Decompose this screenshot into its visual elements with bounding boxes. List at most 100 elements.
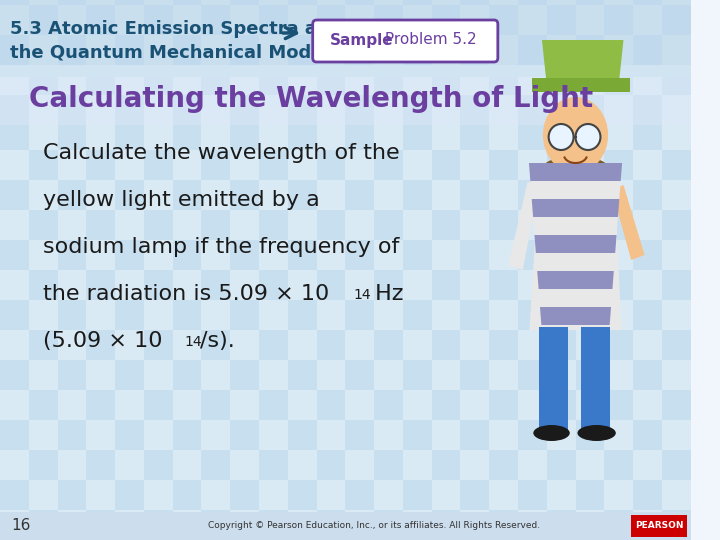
Bar: [489, 120, 518, 150]
Bar: [86, 240, 115, 270]
Bar: [58, 240, 86, 270]
Bar: [115, 120, 144, 150]
Bar: [432, 120, 460, 150]
Bar: [604, 30, 633, 60]
Bar: [29, 30, 58, 60]
Bar: [29, 330, 58, 360]
Bar: [0, 420, 29, 450]
Bar: [489, 330, 518, 360]
Polygon shape: [533, 217, 618, 235]
Bar: [202, 210, 230, 240]
Bar: [518, 270, 546, 300]
Bar: [546, 360, 575, 390]
Ellipse shape: [577, 425, 616, 441]
Bar: [432, 150, 460, 180]
Bar: [288, 390, 317, 420]
Bar: [432, 360, 460, 390]
Bar: [690, 120, 719, 150]
Bar: [518, 5, 546, 35]
Bar: [690, 510, 719, 540]
Bar: [403, 240, 432, 270]
Bar: [29, 270, 58, 300]
Bar: [403, 95, 432, 125]
Bar: [575, 450, 604, 480]
Bar: [288, 360, 317, 390]
Bar: [546, 150, 575, 180]
Bar: [403, 0, 432, 5]
Bar: [489, 65, 518, 95]
Bar: [403, 330, 432, 360]
Bar: [518, 150, 546, 180]
Bar: [374, 510, 403, 540]
Bar: [460, 65, 489, 95]
Bar: [144, 35, 173, 65]
Bar: [173, 330, 202, 360]
Bar: [374, 480, 403, 510]
Bar: [460, 30, 489, 60]
Text: (5.09 × 10: (5.09 × 10: [43, 331, 163, 351]
Text: the radiation is 5.09 × 10: the radiation is 5.09 × 10: [43, 284, 330, 304]
Bar: [662, 330, 690, 360]
Bar: [460, 0, 489, 5]
Bar: [432, 450, 460, 480]
Bar: [460, 5, 489, 35]
Bar: [144, 60, 173, 90]
Bar: [581, 327, 610, 435]
Bar: [633, 360, 662, 390]
Bar: [460, 300, 489, 330]
Bar: [662, 150, 690, 180]
Bar: [604, 210, 633, 240]
Bar: [403, 480, 432, 510]
Bar: [202, 0, 230, 30]
Bar: [86, 65, 115, 95]
Bar: [288, 60, 317, 90]
Bar: [144, 5, 173, 35]
Bar: [58, 180, 86, 210]
Bar: [690, 390, 719, 420]
Bar: [202, 360, 230, 390]
Bar: [144, 420, 173, 450]
Bar: [604, 60, 633, 90]
Circle shape: [549, 124, 574, 150]
Bar: [690, 270, 719, 300]
Bar: [374, 420, 403, 450]
Bar: [58, 420, 86, 450]
Bar: [633, 240, 662, 270]
Bar: [58, 480, 86, 510]
Bar: [460, 510, 489, 540]
Bar: [288, 480, 317, 510]
Bar: [346, 5, 374, 35]
Bar: [259, 90, 288, 120]
Bar: [288, 5, 317, 35]
Bar: [575, 390, 604, 420]
Bar: [518, 120, 546, 150]
Bar: [86, 510, 115, 540]
Bar: [374, 30, 403, 60]
Bar: [230, 480, 259, 510]
Bar: [489, 0, 518, 30]
Bar: [202, 510, 230, 540]
Bar: [288, 330, 317, 360]
Bar: [662, 90, 690, 120]
Bar: [173, 510, 202, 540]
Bar: [259, 240, 288, 270]
Bar: [460, 330, 489, 360]
Bar: [403, 0, 432, 30]
Bar: [230, 0, 259, 5]
Bar: [144, 0, 173, 5]
Bar: [546, 210, 575, 240]
Bar: [230, 60, 259, 90]
Bar: [432, 90, 460, 120]
Bar: [173, 150, 202, 180]
Bar: [86, 30, 115, 60]
Bar: [604, 120, 633, 150]
Bar: [662, 420, 690, 450]
Bar: [86, 210, 115, 240]
Bar: [662, 510, 690, 540]
Bar: [374, 95, 403, 125]
Bar: [317, 420, 346, 450]
Bar: [374, 240, 403, 270]
Bar: [173, 270, 202, 300]
Bar: [346, 300, 374, 330]
Bar: [690, 90, 719, 120]
